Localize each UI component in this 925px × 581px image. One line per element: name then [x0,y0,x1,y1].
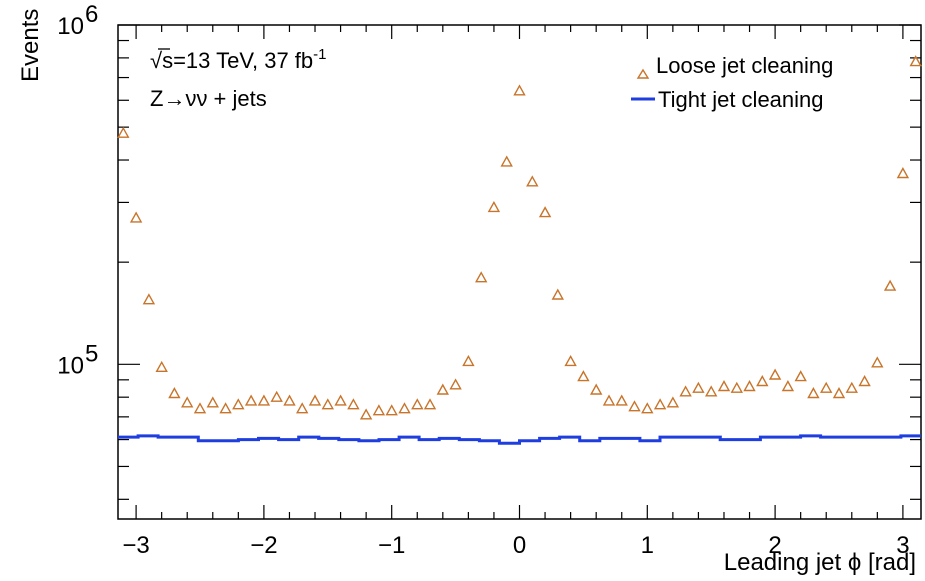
loose-point [219,402,232,414]
loose-point [347,398,360,410]
x-tick-label: 1 [641,532,654,559]
loose-point [538,206,552,218]
loose-point [321,398,334,410]
loose-point [845,381,858,393]
loose-point [768,368,782,380]
x-tick-label: −1 [378,532,405,559]
y-tick-label-exponent: 5 [85,340,98,367]
loose-point [308,394,322,406]
loose-point [526,175,539,187]
loose-point [628,400,641,412]
loose-point [692,381,705,393]
x-tick-label: −2 [250,532,277,559]
loose-point [423,398,437,410]
legend-label-tight: Tight jet cleaning [658,87,824,112]
annotation-energy-lumi: √s=13 TeV, 37 fb-1 [150,46,327,73]
loose-point [705,385,718,397]
loose-point [257,394,271,406]
loose-point [653,398,667,410]
x-tick-label: 2 [768,532,781,559]
loose-point [296,402,309,414]
loose-point [283,394,296,406]
axis-ticks [118,24,921,519]
loose-point [462,354,475,367]
y-tick-label: 10 [57,352,84,379]
loose-point [883,279,897,291]
lumi-exponent: -1 [313,46,326,63]
loose-point [475,271,488,283]
y-tick-label-exponent: 6 [85,1,98,28]
loose-point [436,383,449,395]
sqrt-symbol: √ [150,48,163,73]
loose-point [832,387,846,399]
loose-point [641,402,654,414]
loose-point [193,402,207,414]
loose-point [781,380,795,392]
legend: Loose jet cleaning Tight jet cleaning [631,53,833,112]
loose-point [244,394,258,406]
loose-point [500,155,513,167]
legend-marker-loose [636,68,650,79]
loose-point [909,55,922,67]
loose-point [181,396,194,408]
loose-point [602,394,616,406]
loose-point [730,381,743,393]
loose-point [206,396,219,408]
loose-point [232,398,245,410]
loose-point [411,398,424,410]
loose-point [615,394,628,406]
sqrt-s: s [162,48,173,73]
series-tight-jet-cleaning [118,434,921,445]
loose-point [334,394,347,406]
energy-lumi-text: =13 TeV, 37 fb [173,48,313,73]
loose-point [155,360,168,372]
loose-point [590,383,603,395]
tight-step-line [118,434,921,445]
loose-point [513,84,526,96]
loose-point [743,380,756,392]
loose-point [858,375,871,387]
loose-point [551,288,564,300]
loose-point [117,126,130,138]
loose-point [679,385,692,397]
x-tick-labels: −3 −2 −1 0 1 2 3 [122,532,909,559]
loose-point [385,404,398,416]
loose-point [372,404,386,416]
series-loose-jet-cleaning [117,55,922,420]
legend-label-loose: Loose jet cleaning [656,53,833,78]
loose-point [820,381,833,393]
loose-point [487,200,501,213]
loose-point [807,387,820,399]
loose-point [564,354,577,367]
loose-point [359,408,373,420]
loose-point [666,396,680,408]
loose-point [142,293,156,305]
annotation-process: Z→νν + jets [150,86,267,111]
loose-point [896,167,910,179]
loose-point [398,402,411,414]
loose-point [449,378,462,390]
loose-point [168,387,181,399]
loose-point [871,356,884,368]
loose-point [577,370,590,382]
x-tick-label: −3 [122,532,149,559]
loose-point [270,390,283,402]
y-tick-label: 10 [57,13,84,40]
loose-point [756,375,769,387]
y-axis-label: Events [17,9,44,82]
loose-point [129,211,143,223]
x-axis-label: Leading jet ϕ [rad] [724,549,916,576]
x-tick-label: 3 [896,532,909,559]
loose-point [717,380,731,392]
x-tick-label: 0 [513,532,526,559]
loose-point [794,370,807,382]
